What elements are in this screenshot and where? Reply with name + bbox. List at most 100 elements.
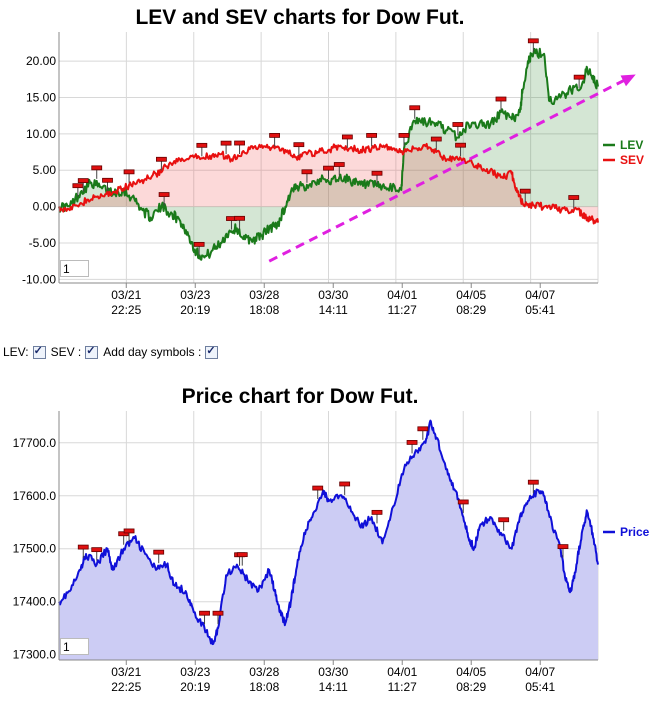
day-marker <box>430 136 442 142</box>
y-tick-label: 10.00 <box>26 127 56 141</box>
day-marker <box>220 140 232 146</box>
x-tick-time: 11:27 <box>388 303 417 317</box>
day-marker <box>527 38 539 44</box>
sev-toggle-label: SEV : <box>50 345 82 359</box>
day-marker <box>193 241 205 247</box>
day-symbols-label: Add day symbols : <box>103 345 202 359</box>
chart-controls: LEV: SEV : Add day symbols : <box>3 344 221 359</box>
x-tick-date: 03/23 <box>180 665 210 679</box>
day-marker <box>406 440 418 445</box>
y-tick-label: -5.00 <box>29 236 57 250</box>
day-marker <box>519 188 531 194</box>
day-marker <box>77 544 89 550</box>
price-line <box>58 419 599 646</box>
day-marker <box>236 552 248 558</box>
day-marker <box>312 485 324 491</box>
day-marker <box>91 547 103 553</box>
day-marker <box>91 165 103 171</box>
y-tick-label: -10.00 <box>22 272 56 286</box>
day-marker <box>371 170 383 176</box>
day-marker <box>196 142 208 148</box>
day-marker <box>339 481 351 487</box>
x-tick-time: 22:25 <box>111 680 141 694</box>
day-marker <box>527 479 539 485</box>
zoom-input-top[interactable]: 1 <box>60 260 89 277</box>
lev-area <box>59 48 598 260</box>
y-tick-label: 17400.0 <box>13 595 57 609</box>
day-marker <box>102 177 113 183</box>
day-marker <box>153 549 165 555</box>
day-marker <box>371 509 383 515</box>
day-marker <box>341 134 353 140</box>
zoom-input-bottom[interactable]: 1 <box>60 638 89 655</box>
price-area <box>59 420 598 660</box>
day-marker <box>199 610 210 616</box>
x-tick-time: 05:41 <box>525 303 555 317</box>
legend-label-price: Price <box>620 525 650 539</box>
day-marker <box>293 142 305 148</box>
price-chart: Price chart for Dow Fut. 17700.017600.01… <box>13 385 650 694</box>
x-tick-time: 14:11 <box>319 680 348 694</box>
y-tick-label: 17500.0 <box>13 542 57 556</box>
x-tick-time: 05:41 <box>525 680 555 694</box>
x-tick-date: 03/30 <box>318 288 348 302</box>
y-tick-label: 17700.0 <box>13 436 57 450</box>
legend-label-lev: LEV <box>620 138 643 152</box>
x-tick-time: 22:25 <box>111 303 141 317</box>
day-marker <box>398 133 410 138</box>
lev-sev-chart: LEV and SEV charts for Dow Fut. 20.00 1 5.… <box>22 6 644 317</box>
day-marker <box>498 517 510 523</box>
legend: Price <box>603 525 650 539</box>
x-tick-time: 11:27 <box>388 680 417 694</box>
y-tick-label: 5.00 <box>33 163 57 177</box>
x-tick-date: 04/05 <box>456 665 486 679</box>
sev-line <box>58 142 599 225</box>
x-tick-date: 04/05 <box>456 288 486 302</box>
sev-checkbox[interactable] <box>85 344 99 359</box>
x-tick-time: 18:08 <box>249 303 279 317</box>
x-tick-date: 03/21 <box>111 288 141 302</box>
lev-checkbox[interactable] <box>32 344 46 359</box>
plot-area: 20.0015.0010.005.000.00-5.00-10.0003/212… <box>22 32 636 317</box>
x-tick-time: 08:29 <box>456 680 486 694</box>
x-tick-date: 03/28 <box>249 665 279 679</box>
x-tick-date: 03/21 <box>111 665 141 679</box>
day-marker <box>452 122 464 127</box>
day-marker <box>568 195 580 200</box>
day-marker <box>573 74 585 80</box>
day-marker <box>72 183 84 189</box>
x-tick-date: 04/07 <box>525 288 555 302</box>
trend-arrow-line <box>268 77 629 263</box>
plot-area: 17700.0 17600.0 17500.0 17400.0 17300.0 03/21… <box>13 411 599 694</box>
x-tick-date: 03/30 <box>318 665 348 679</box>
day-marker <box>301 169 313 175</box>
day-marker <box>77 178 89 183</box>
day-marker <box>269 133 281 138</box>
day-marker <box>123 528 135 534</box>
day-marker <box>234 140 245 146</box>
day-marker <box>409 105 421 111</box>
day-marker <box>123 169 135 175</box>
day-marker <box>323 165 334 171</box>
day-marker <box>158 192 170 197</box>
x-tick-date: 03/23 <box>180 288 210 302</box>
day-marker <box>495 96 507 102</box>
legend-label-sev: SEV <box>620 153 644 167</box>
day-marker <box>212 610 224 616</box>
x-tick-date: 04/01 <box>387 288 417 302</box>
day-marker <box>417 426 429 432</box>
lev-toggle-label: LEV: <box>3 345 29 359</box>
day-marker <box>366 133 378 138</box>
y-tick-label: 20.00 <box>26 54 56 68</box>
day-symbols-checkbox[interactable] <box>205 344 219 359</box>
x-tick-time: 20:19 <box>180 680 210 694</box>
day-marker <box>455 142 466 148</box>
x-tick-time: 20:19 <box>180 303 210 317</box>
x-tick-date: 04/01 <box>387 665 417 679</box>
x-tick-time: 18:08 <box>249 680 279 694</box>
y-tick-label: 17600.0 <box>13 489 57 503</box>
y-tick-label: 17300.0 <box>13 648 57 662</box>
chart-title: LEV and SEV charts for Dow Fut. <box>135 6 464 29</box>
x-tick-time: 14:11 <box>319 303 348 317</box>
lev-line <box>58 47 599 261</box>
